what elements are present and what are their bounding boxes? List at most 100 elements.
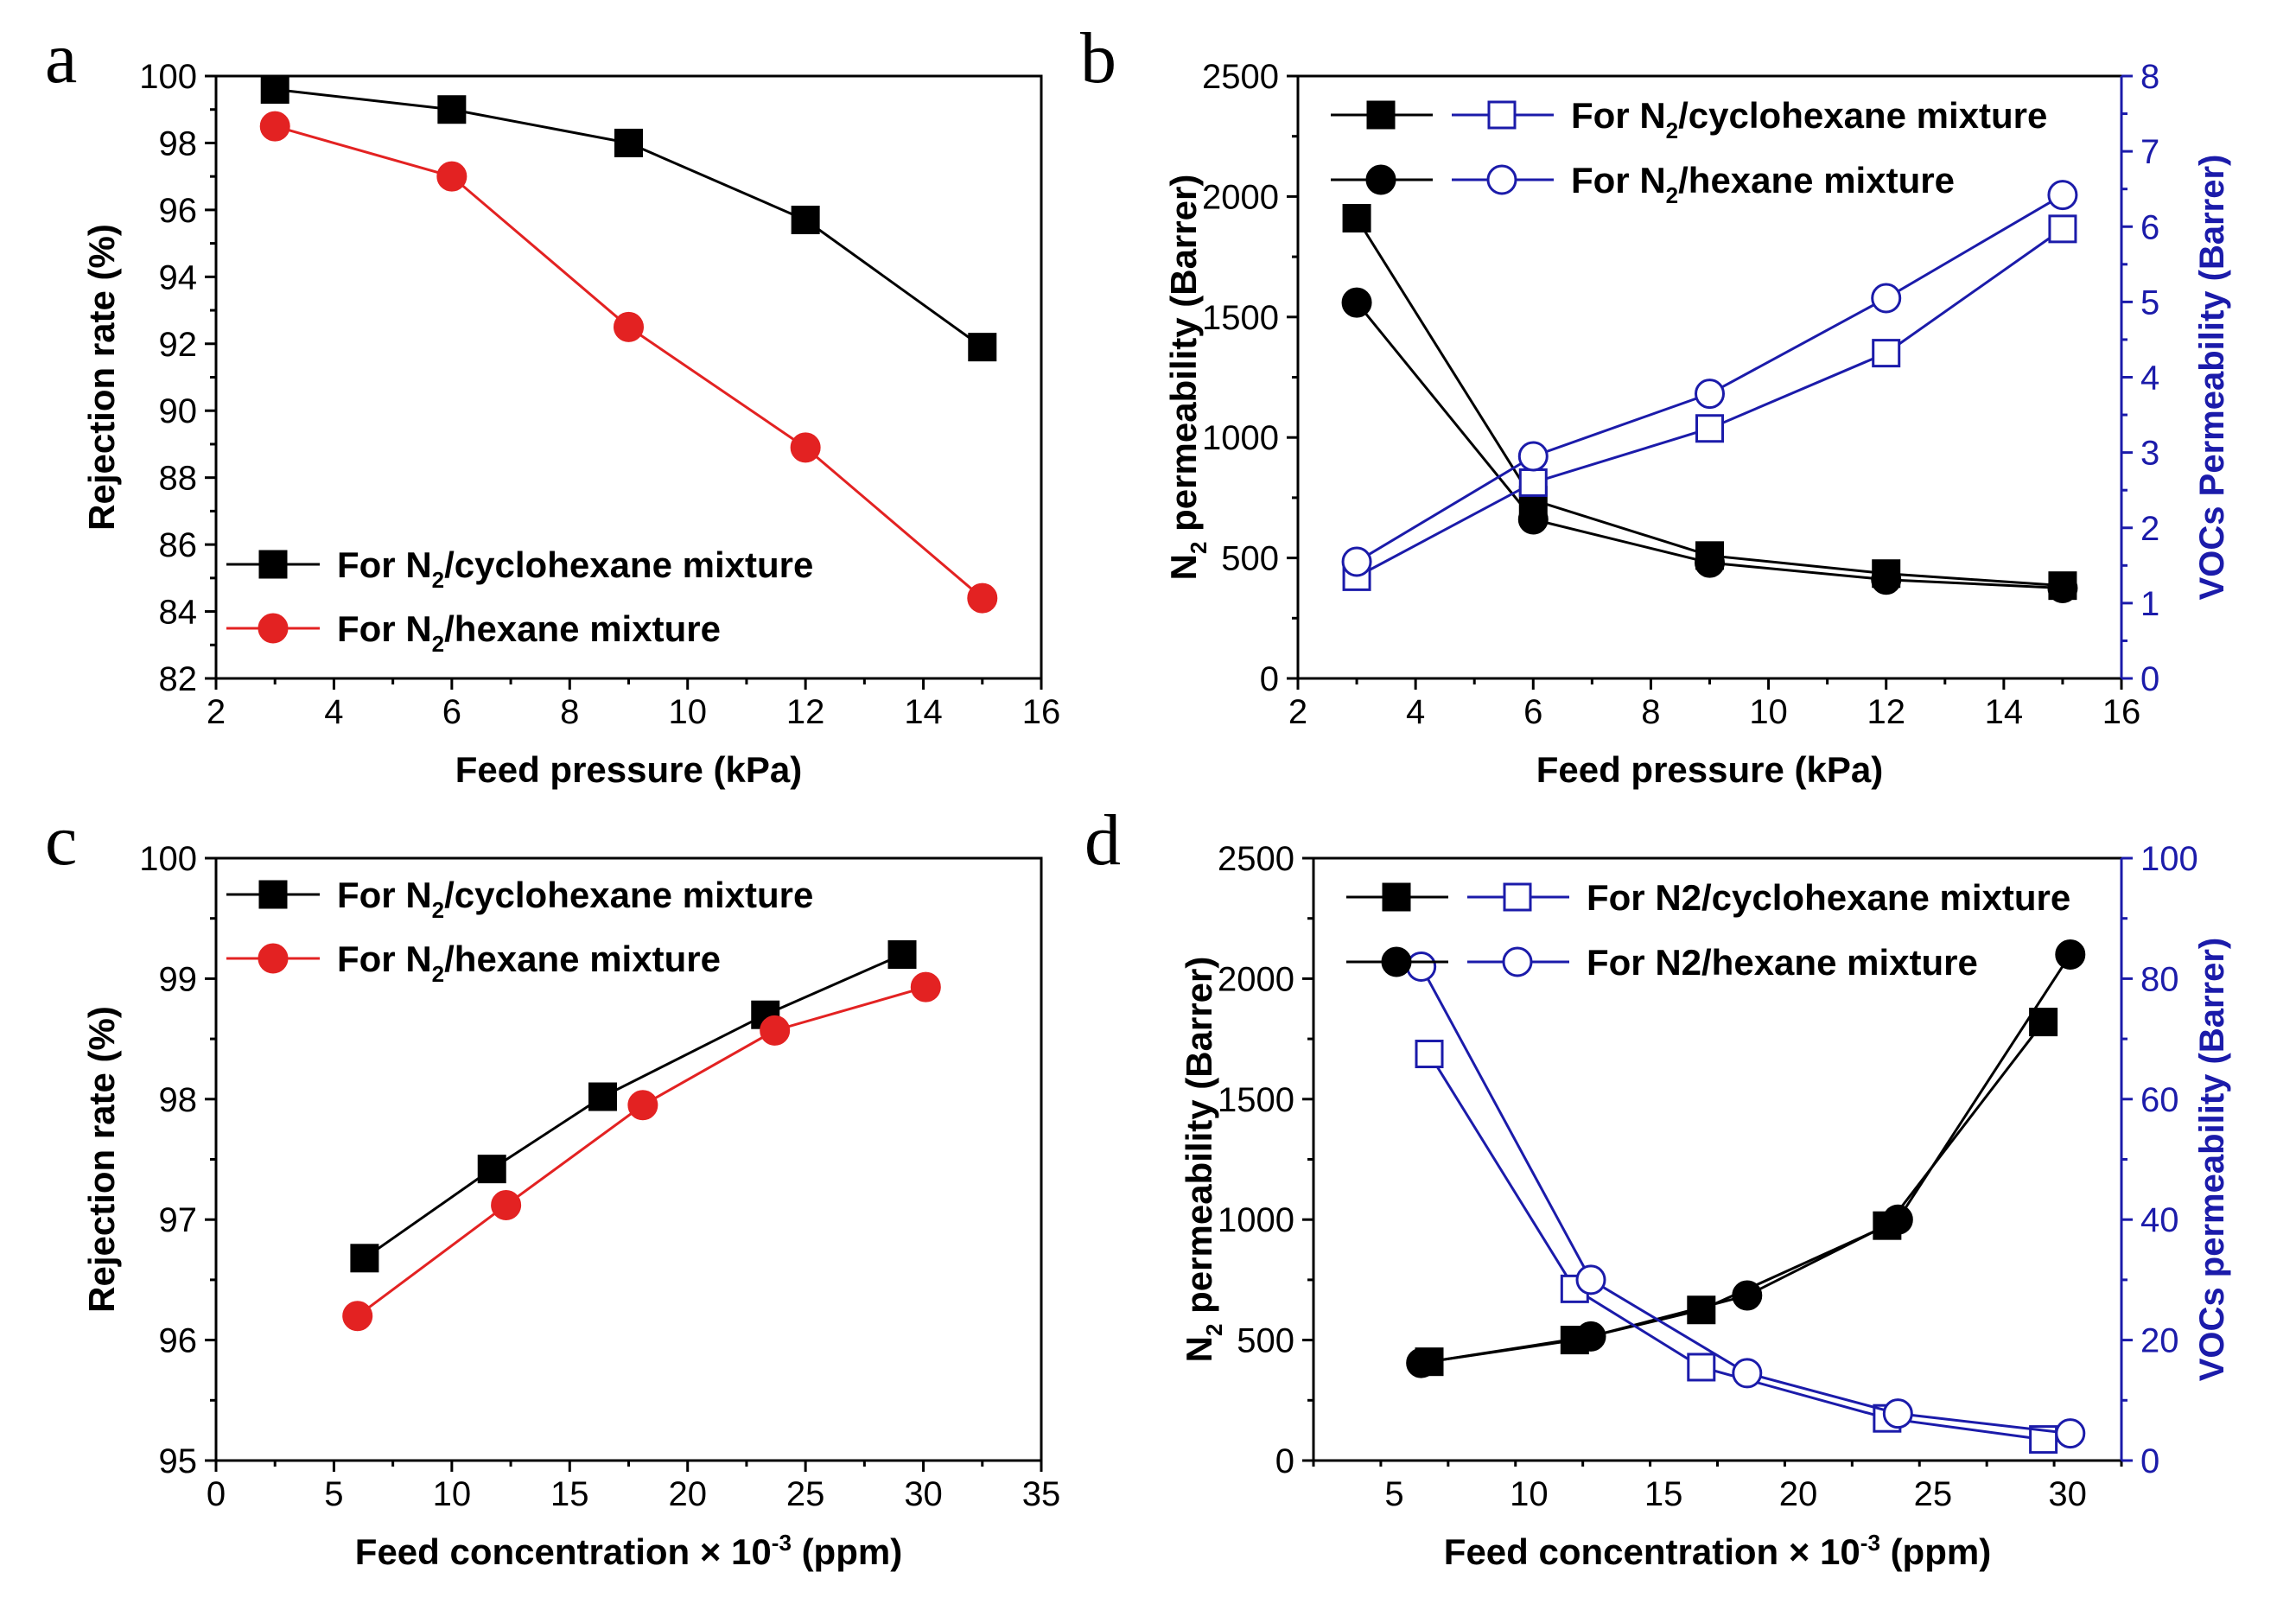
x-tick-label: 10 (1749, 693, 1788, 731)
x-tick-label: 4 (1406, 693, 1425, 731)
y-tick-label: 100 (139, 840, 197, 878)
y-tick-label: 2000 (1218, 960, 1294, 998)
y-axis-label-part: permeability (Barrer) (1179, 957, 1219, 1324)
panel-letter: c (45, 800, 77, 881)
data-point (259, 111, 290, 142)
data-point (1695, 379, 1725, 410)
data-point (1871, 564, 1902, 595)
y2-tick-label: 40 (2140, 1201, 2179, 1239)
data-point (1341, 287, 1372, 318)
legend-entry: For N2/cyclohexane mixture (226, 544, 813, 593)
legend-label: For N2/hexane mixture (337, 939, 721, 987)
x-tick-label: 16 (2102, 693, 2141, 731)
legend-label: For N2/cyclohexane mixture (1587, 877, 2070, 918)
data-point (260, 74, 289, 104)
y-tick-label: 1500 (1202, 299, 1279, 337)
legend-label-part: 2 (432, 897, 444, 923)
x-tick-label: 12 (786, 693, 825, 731)
plot-frame (214, 74, 1043, 680)
y-axis-label: N2 permeability (Barrer) (1163, 175, 1212, 581)
legend-label-part: /hexane mixture (1678, 160, 1955, 200)
data-point (1575, 1264, 1606, 1295)
legend-label: For N2/hexane mixture (337, 608, 721, 657)
data-point (1415, 1040, 1444, 1069)
x-tick-label: 14 (1985, 693, 2024, 731)
panel-letter: d (1084, 800, 1121, 881)
x-axis-label: Feed concentration × 10-3 (ppm) (355, 1530, 902, 1572)
legend-marker (1382, 882, 1411, 912)
x-tick-label: 30 (2048, 1475, 2087, 1513)
legend-entry: For N2/hexane mixture (226, 939, 721, 987)
panel-letter: a (45, 18, 77, 99)
data-point (1517, 441, 1549, 472)
x-tick-label: 5 (324, 1475, 343, 1513)
legend-marker (1381, 946, 1412, 977)
x-tick-label: 20 (1779, 1475, 1818, 1513)
x-tick-label: 2 (1288, 693, 1307, 731)
y2-tick-label: 6 (2140, 208, 2159, 246)
y2-tick-label: 5 (2140, 283, 2159, 321)
x-axis-label-part: -3 (1860, 1530, 1880, 1556)
y2-tick-label: 0 (2140, 660, 2159, 698)
data-point (1687, 1353, 1716, 1382)
data-point (2055, 1418, 2086, 1449)
y-tick-label: 86 (159, 526, 198, 564)
series-line-0 (275, 87, 983, 348)
x-tick-label: 6 (1523, 693, 1542, 731)
y-tick-label: 500 (1237, 1322, 1294, 1360)
x-tick-label: 35 (1022, 1475, 1061, 1513)
y-tick-label: 0 (1260, 660, 1279, 698)
data-point (437, 95, 467, 124)
y-tick-label: 2500 (1218, 840, 1294, 878)
data-point (1732, 1358, 1763, 1389)
data-point (887, 940, 917, 970)
y2-tick-label: 2 (2140, 510, 2159, 548)
legend-marker (258, 550, 288, 579)
y2-tick-label: 4 (2140, 360, 2159, 398)
legend-marker (1365, 164, 1396, 195)
data-point (968, 333, 997, 362)
data-point (1882, 1204, 1913, 1235)
panel-c: c 0 5 10 15 20 25 30 35 95 96 97 98 99 100 Feed concent… (45, 800, 1060, 1572)
data-point (1518, 468, 1548, 497)
legend-entry: For N2/hexane mixture (1346, 942, 1978, 983)
panel-letter: b (1080, 18, 1116, 99)
x-tick-label: 14 (904, 693, 943, 731)
legend-entry: For N2/cyclohexane mixture (1346, 877, 2070, 918)
data-point (2048, 214, 2077, 244)
data-point (342, 1301, 373, 1332)
data-point (2047, 180, 2078, 211)
x-tick-label: 15 (550, 1475, 589, 1513)
legend-label-part: /cyclohexane mixture (444, 544, 813, 585)
y2-axis-label: VOCs Permeability (Barrer) (2193, 155, 2231, 601)
x-tick-label: 6 (442, 693, 461, 731)
y-tick-label: 100 (139, 58, 197, 96)
legend-label: For N2/cyclohexane mixture (337, 875, 813, 923)
x-axis-label-part: (ppm) (792, 1531, 902, 1572)
y2-tick-label: 7 (2140, 133, 2159, 171)
legend-label-part: For N2/cyclohexane mixture (1587, 877, 2070, 918)
x-tick-label: 16 (1022, 693, 1061, 731)
x-tick-label: 10 (1510, 1475, 1549, 1513)
x-tick-label: 10 (433, 1475, 472, 1513)
legend-label-part: For N (337, 875, 432, 915)
legend-entry: For N2/cyclohexane mixture (1331, 95, 2047, 143)
y2-tick-label: 3 (2140, 435, 2159, 473)
data-point (1882, 1398, 1913, 1429)
y2-tick-label: 60 (2140, 1081, 2179, 1119)
panel-d: d 5 10 15 20 25 30 0 500 1000 1500 2000 2500 0 20 40 60 8… (1084, 800, 2231, 1572)
y-tick-label: 1000 (1202, 419, 1279, 457)
data-point (2029, 1008, 2058, 1037)
x-tick-label: 15 (1644, 1475, 1683, 1513)
legend-label-part: /hexane mixture (444, 939, 721, 979)
legend-label-part: For N2/hexane mixture (1587, 942, 1978, 983)
data-point (1695, 547, 1725, 578)
data-point (2055, 939, 2086, 971)
series-line-1 (356, 985, 926, 1317)
data-point (910, 971, 941, 1002)
legend-marker (1502, 946, 1533, 977)
y-tick-label: 2500 (1202, 58, 1279, 96)
y2-axis-label: VOCs permeability (Barrer) (2193, 938, 2231, 1382)
data-point (1575, 1321, 1606, 1352)
